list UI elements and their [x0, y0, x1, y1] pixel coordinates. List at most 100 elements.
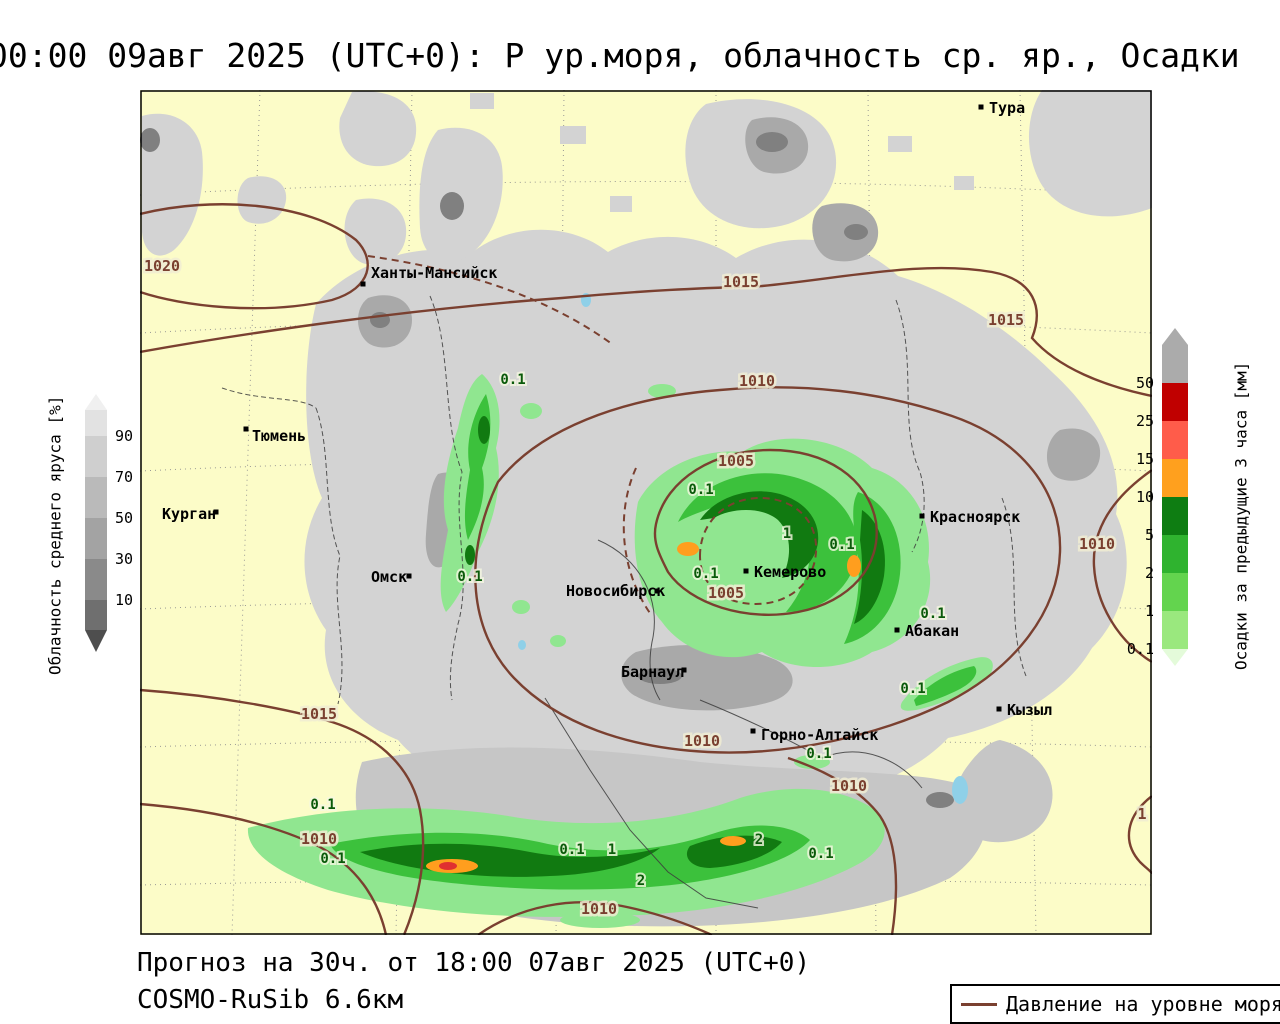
precip-value-label: 0.1 — [500, 372, 525, 388]
colorbar-segment — [1162, 535, 1188, 573]
colorbar-tick: 15 — [1135, 450, 1154, 468]
precip-layer — [247, 374, 993, 928]
colorbar-tick: 0.1 — [1126, 640, 1154, 658]
city-dot — [681, 667, 687, 673]
colorbar-segment — [1162, 383, 1188, 421]
precipitation-colorbar: 50 25 15 10 5 2 1 0.1 — [1127, 328, 1188, 666]
pressure-legend: Давление на уровне моря — [950, 984, 1280, 1024]
city-label: Кызыл — [1007, 701, 1052, 719]
isobar-value-label: 1015 — [301, 705, 337, 723]
city-label: Кемерово — [754, 563, 826, 581]
precipitation-colorbar-label: Осадки за предыдущие 3 часа [мм] — [1231, 361, 1251, 670]
city-dot — [743, 568, 749, 574]
colorbar-tick: 10 — [1135, 488, 1154, 506]
colorbar-segment — [85, 630, 107, 652]
city-label: Тура — [989, 99, 1025, 117]
city-dot — [978, 104, 984, 110]
city-dot — [406, 573, 412, 579]
precip-value-label: 0.1 — [320, 851, 345, 867]
colorbar-segment — [1162, 611, 1188, 649]
colorbar-tick: 70 — [115, 468, 134, 486]
colorbar-tick: 2 — [1144, 564, 1154, 582]
precip-labels: 0.1 0.1 1 0.1 0.1 0.1 0.1 0.1 0.1 0.1 0.1 0.1 1 2 0.1 2 — [308, 370, 947, 891]
city-label: Курган — [162, 505, 216, 523]
isobar-value-label: 1015 — [723, 273, 759, 291]
isobar-dashed-lines — [367, 255, 818, 617]
colorbar-segment — [85, 600, 107, 630]
city-label: Барнаул — [621, 663, 684, 681]
isobar-value-label: 1010 — [739, 372, 775, 390]
isobar-value-label: 1 — [1137, 805, 1146, 823]
colorbar-tick: 5 — [1144, 526, 1154, 544]
city-dot — [894, 627, 900, 633]
page-title: 00:00 09авг 2025 (UTC+0): Р ур.моря, обл… — [0, 36, 1240, 75]
city-label: Омск — [371, 568, 407, 586]
isobar-value-label: 1015 — [988, 311, 1024, 329]
precip-value-label: 2 — [637, 873, 645, 889]
model-info: COSMO-RuSib 6.6км — [137, 985, 404, 1015]
colorbar-segment — [1162, 328, 1188, 345]
colorbar-segment — [1162, 421, 1188, 459]
isobar-value-label: 1010 — [301, 830, 337, 848]
isobar-value-label: 1010 — [1079, 535, 1115, 553]
precip-value-label: 0.1 — [693, 566, 718, 582]
isobar-value-label: 1010 — [684, 732, 720, 750]
city-dot — [996, 706, 1002, 712]
city-markers: Тура Ханты-Мансийск Тюмень Курган Омск Красно… — [162, 99, 1052, 744]
city-dot — [213, 509, 219, 515]
city-label: Ханты-Мансийск — [371, 264, 497, 282]
pressure-line-sample — [961, 1002, 997, 1006]
weather-map: 1020101510151010100510051010101510101010… — [140, 90, 1152, 935]
colorbar-segment — [85, 436, 107, 477]
city-dot — [919, 513, 925, 519]
colorbar-segment — [1162, 459, 1188, 497]
forecast-info: Прогноз на 30ч. от 18:00 07авг 2025 (UTC… — [137, 948, 811, 978]
isobar-value-label: 1020 — [144, 257, 180, 275]
colorbar-tick: 10 — [115, 591, 134, 609]
colorbar-tick: 50 — [1135, 374, 1154, 392]
precip-value-label: 0.1 — [806, 746, 831, 762]
city-label: Горно-Алтайск — [761, 726, 878, 744]
precip-value-label: 0.1 — [688, 482, 713, 498]
colorbar-tick: 30 — [115, 550, 134, 568]
pressure-legend-label: Давление на уровне моря — [1006, 992, 1280, 1016]
colorbar-tick: 90 — [115, 427, 134, 445]
precip-value-label: 1 — [783, 526, 791, 542]
isobar-value-label: 1005 — [708, 584, 744, 602]
colorbar-segment — [1162, 649, 1188, 666]
isobar-value-label: 1010 — [831, 777, 867, 795]
isobar-labels: 1020 1015 1015 1010 1005 1005 1010 1015 1010 1010… — [141, 255, 1149, 921]
admin-borders — [221, 295, 1027, 909]
city-label: Абакан — [905, 622, 959, 640]
precip-value-label: 0.1 — [900, 681, 925, 697]
city-dot — [654, 588, 660, 594]
precip-value-label: 1 — [608, 842, 616, 858]
precip-value-label: 2 — [755, 832, 763, 848]
precip-value-label: 0.1 — [829, 537, 854, 553]
precip-value-label: 0.1 — [559, 842, 584, 858]
colorbar-segment — [85, 394, 107, 410]
city-dot — [360, 281, 366, 287]
colorbar-segment — [1162, 573, 1188, 611]
colorbar-segment — [85, 518, 107, 559]
city-label: Красноярск — [930, 508, 1020, 526]
isobar-lines — [140, 203, 1152, 935]
city-dot — [243, 426, 249, 432]
precip-value-label: 0.1 — [920, 606, 945, 622]
colorbar-tick: 50 — [115, 509, 134, 527]
colorbar-segment — [85, 410, 107, 436]
precip-value-label: 0.1 — [310, 797, 335, 813]
isobar-value-label: 1010 — [581, 900, 617, 918]
colorbar-segment — [85, 559, 107, 600]
cloudiness-colorbar: 90 70 50 30 10 — [85, 394, 133, 652]
isobar-value-label: 1005 — [718, 452, 754, 470]
colorbar-segment — [1162, 497, 1188, 535]
colorbar-segment — [1162, 345, 1188, 383]
precip-value-label: 0.1 — [808, 846, 833, 862]
colorbar-tick: 25 — [1135, 412, 1154, 430]
precip-value-label: 0.1 — [457, 569, 482, 585]
colorbar-segment — [85, 477, 107, 518]
colorbar-tick: 1 — [1144, 602, 1154, 620]
map-frame — [140, 90, 1152, 935]
city-label: Тюмень — [252, 427, 306, 445]
